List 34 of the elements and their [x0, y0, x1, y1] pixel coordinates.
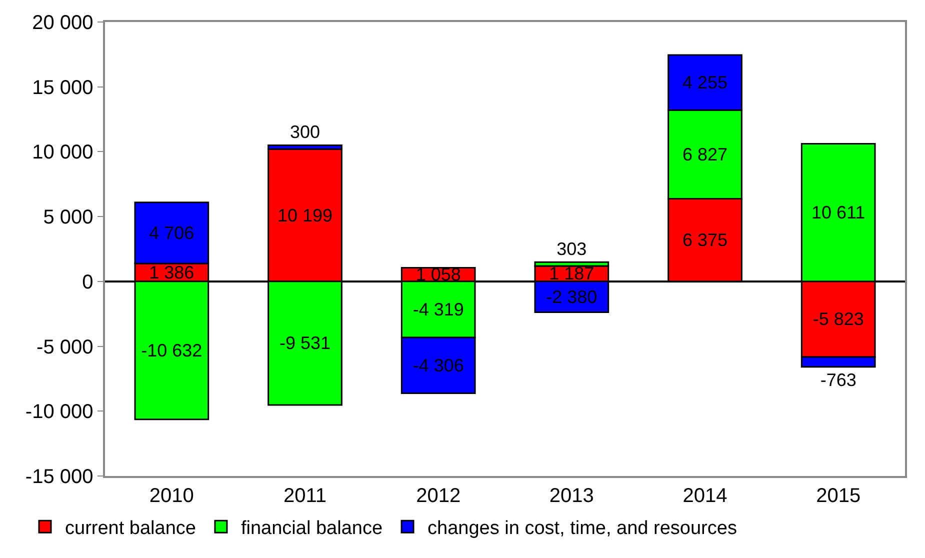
- data-label: -2 380: [546, 286, 598, 307]
- data-label: 4 706: [149, 222, 194, 243]
- y-tick-label: -15 000: [25, 466, 94, 488]
- y-tick-label: 5 000: [43, 206, 94, 229]
- x-tick-label: 2015: [816, 484, 861, 507]
- data-label: 1 187: [549, 264, 594, 284]
- data-label: -763: [820, 370, 856, 390]
- y-tick-label: -10 000: [25, 401, 94, 424]
- x-tick-label: 2011: [283, 484, 327, 507]
- legend-label: current balance: [65, 518, 196, 540]
- data-label: 6 375: [682, 230, 728, 250]
- data-label: -10 632: [141, 340, 202, 360]
- y-tick-label: 0: [82, 271, 94, 294]
- data-label: -4 306: [412, 355, 464, 376]
- data-label: 300: [290, 122, 320, 142]
- legend-label: financial balance: [240, 518, 383, 540]
- data-label: -5 823: [812, 309, 864, 330]
- data-label: 303: [556, 239, 587, 260]
- data-label: 6 827: [682, 144, 728, 164]
- legend-label: changes in cost, time, and resources: [428, 518, 737, 540]
- data-label: -4 319: [412, 299, 464, 320]
- y-tick-label: -5 000: [36, 336, 94, 358]
- y-tick-label: 15 000: [32, 76, 94, 99]
- data-label: -9 531: [279, 333, 331, 354]
- data-label: 10 611: [811, 202, 866, 223]
- y-tick-label: 20 000: [32, 12, 94, 34]
- y-tick-label: 10 000: [32, 142, 94, 164]
- data-label: 4 255: [682, 72, 728, 93]
- x-tick-label: 2010: [149, 484, 194, 507]
- x-tick-label: 2013: [549, 484, 594, 507]
- x-tick-label: 2014: [682, 484, 728, 507]
- x-tick-label: 2012: [416, 484, 461, 507]
- data-label: 10 199: [277, 205, 333, 226]
- data-label: 1 386: [149, 262, 194, 282]
